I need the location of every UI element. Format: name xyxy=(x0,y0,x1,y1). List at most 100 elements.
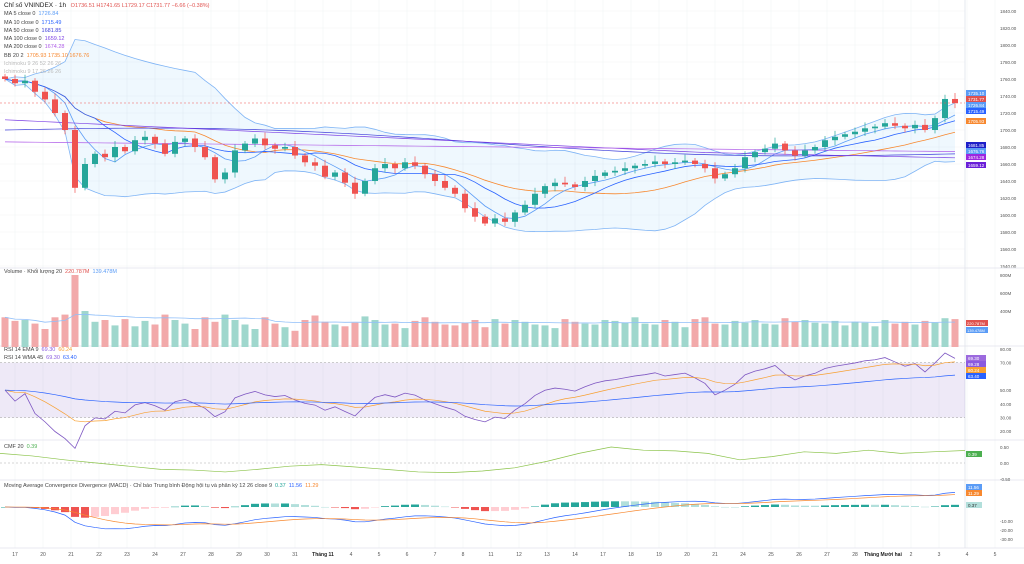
candle-body xyxy=(952,98,958,103)
macd-histogram-bar xyxy=(741,506,749,507)
macd-histogram-bar xyxy=(911,506,919,507)
macd-histogram-bar xyxy=(591,501,599,507)
candle-body xyxy=(672,162,678,164)
volume-bar xyxy=(841,325,849,347)
macd-hist-value: 0.37 xyxy=(275,483,286,489)
price-tick: 1780.00 xyxy=(1000,60,1017,65)
candle-body xyxy=(482,216,488,224)
volume-bar xyxy=(231,320,239,347)
legend-row[interactable]: MA 100 close 0 1659.12 xyxy=(4,35,213,43)
macd-histogram-bar xyxy=(561,502,569,507)
macd-histogram-bar xyxy=(621,501,629,507)
time-tick: 28 xyxy=(208,552,214,558)
candle-body xyxy=(722,174,728,179)
rsi-tick: 40.00 xyxy=(1000,402,1012,407)
legend-row[interactable]: BB 20 2 1705.93 1735.10 1676.76 xyxy=(4,52,213,60)
time-tick: 4 xyxy=(966,552,969,558)
volume-bar xyxy=(591,324,599,347)
volume-tick: 600M xyxy=(1000,291,1012,296)
macd-tag-text: 11.29 xyxy=(968,491,979,496)
volume-bar xyxy=(491,319,499,347)
candle-body xyxy=(472,208,478,217)
macd-tag xyxy=(966,490,982,496)
rsi-tag xyxy=(966,367,986,373)
candle-body xyxy=(92,153,98,164)
volume-bar xyxy=(901,321,909,347)
volume-bar xyxy=(1,317,9,347)
volume-bar xyxy=(301,320,309,347)
legend-row[interactable]: MA 200 close 0 1674.28 xyxy=(4,43,213,51)
volume-bar xyxy=(281,327,289,347)
legend-row[interactable]: Ichimoku 9 17 26 26 26 xyxy=(4,68,213,76)
macd-histogram-bar xyxy=(171,506,179,508)
candle-body xyxy=(182,138,188,142)
rsi-wma-line xyxy=(4,374,956,407)
candle-body xyxy=(302,155,308,163)
volume-bar xyxy=(541,325,549,347)
candle-body xyxy=(112,147,118,158)
macd-histogram-bar xyxy=(501,507,509,511)
candle-body xyxy=(332,172,338,177)
macd-histogram-bar xyxy=(481,507,489,512)
rsi-tick: 80.00 xyxy=(1000,347,1012,352)
price-tag-text: 1705.93 xyxy=(968,119,985,124)
volume-bar xyxy=(171,320,179,347)
rsi-tick: 50.00 xyxy=(1000,388,1012,393)
macd-histogram-bar xyxy=(421,504,429,507)
volume-bar xyxy=(91,321,99,347)
volume-bar xyxy=(671,321,679,347)
price-tag-text: 1674.28 xyxy=(968,155,985,160)
candle-body xyxy=(382,164,388,169)
legend-row[interactable]: MA 5 close 0 1726.84 xyxy=(4,10,213,18)
macd-histogram-bar xyxy=(871,504,879,507)
time-tick: Tháng 11 xyxy=(312,552,334,558)
candle-body xyxy=(212,157,218,180)
price-tag xyxy=(966,162,986,168)
volume-bar xyxy=(821,323,829,347)
bollinger-lower xyxy=(4,78,956,233)
volume-bar xyxy=(581,323,589,347)
macd-histogram-bar xyxy=(851,504,859,507)
time-tick: 27 xyxy=(824,552,830,558)
rsi-tag-text: 69.28 xyxy=(968,362,980,367)
macd-histogram-bar xyxy=(141,507,149,509)
macd-histogram-bar xyxy=(521,507,529,509)
macd-histogram-bar xyxy=(831,505,839,507)
volume-bar xyxy=(801,320,809,347)
price-tag-text: 1681.85 xyxy=(968,143,985,148)
macd-histogram-bar xyxy=(111,507,119,515)
candle-body xyxy=(832,136,838,141)
macd-histogram-bar xyxy=(411,504,419,507)
macd-histogram-bar xyxy=(391,505,399,507)
macd-histogram-bar xyxy=(191,505,199,507)
macd-histogram-bar xyxy=(251,503,259,507)
cmf-value: 0.39 xyxy=(26,444,38,450)
volume-tick: 800M xyxy=(1000,273,1012,278)
macd-histogram-bar xyxy=(101,507,109,516)
volume-bar xyxy=(881,320,889,347)
legend-row[interactable]: MA 10 close 0 1715.49 xyxy=(4,19,213,27)
macd-histogram-bar xyxy=(721,506,729,508)
macd-histogram-bar xyxy=(581,502,589,507)
volume-bar xyxy=(531,324,539,347)
indicator-label: Ichimoku 9 17 26 26 26 xyxy=(4,69,62,76)
price-tick: 1800.00 xyxy=(1000,43,1017,48)
candle-body xyxy=(902,125,908,129)
symbol-title[interactable]: Chỉ số VNINDEX · 1h xyxy=(4,2,67,9)
legend-row[interactable]: Ichimoku 9 26 52 26 26 xyxy=(4,60,213,68)
volume-tag-text: 220.787M xyxy=(967,321,985,326)
candle-body xyxy=(732,168,738,175)
cmf-legend: CMF 20 0.39 xyxy=(4,443,40,451)
volume-tag xyxy=(966,327,988,333)
macd-histogram-bar xyxy=(71,507,79,517)
candle-body xyxy=(752,152,758,158)
macd-histogram-bar xyxy=(941,505,949,507)
indicator-label: MA 100 close 0 xyxy=(4,36,42,43)
volume-bar xyxy=(381,324,389,347)
macd-histogram-bar xyxy=(751,505,759,507)
candle-body xyxy=(782,143,788,151)
legend-row[interactable]: MA 50 close 0 1681.85 xyxy=(4,27,213,35)
macd-histogram-bar xyxy=(701,504,709,507)
candle-body xyxy=(322,165,328,177)
